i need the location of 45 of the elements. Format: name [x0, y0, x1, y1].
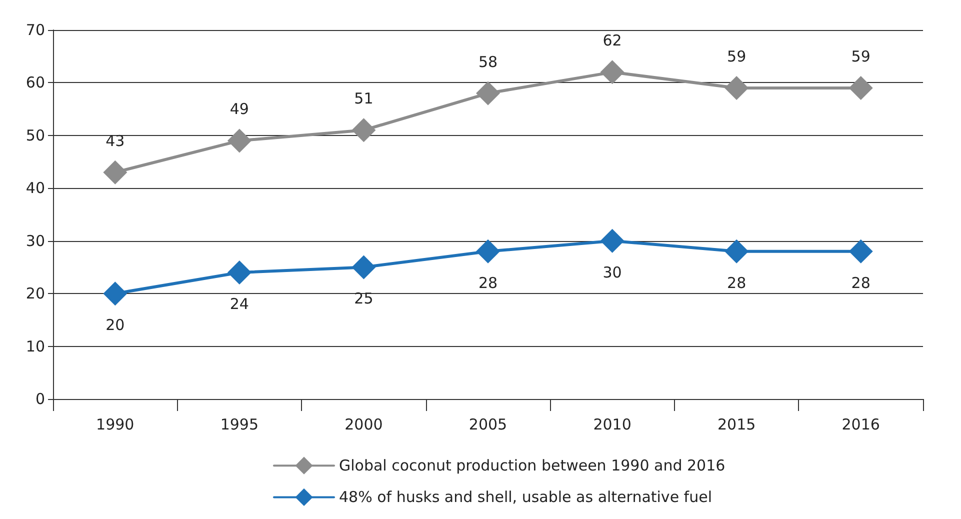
- data-label: 28: [851, 274, 870, 292]
- data-label: 28: [727, 274, 746, 292]
- x-tick-label: 2015: [717, 416, 756, 434]
- data-label: 51: [354, 90, 374, 108]
- x-tick-label: 2016: [842, 416, 880, 434]
- point: [600, 60, 624, 84]
- x-tick-label: 1990: [96, 416, 134, 434]
- data-label: 59: [851, 47, 870, 66]
- data-label: 24: [230, 294, 249, 313]
- x-tick-label: 2005: [468, 416, 508, 434]
- point: [476, 81, 500, 106]
- point: [227, 260, 252, 284]
- point: [352, 255, 376, 280]
- point: [227, 128, 252, 153]
- data-label: 62: [602, 32, 622, 50]
- y-tick-label: 50: [26, 126, 45, 144]
- point: [724, 76, 749, 100]
- data-label: 25: [354, 290, 374, 308]
- y-tick-label: 20: [26, 284, 45, 303]
- y-tick-label: 30: [26, 232, 45, 250]
- data-label: 30: [602, 263, 622, 282]
- y-tick-label: 60: [26, 74, 45, 92]
- data-label: 20: [106, 316, 125, 334]
- y-tick-label: 40: [26, 179, 45, 198]
- y-tick-label: 10: [26, 337, 45, 356]
- x-tick-label: 2000: [344, 416, 383, 434]
- point: [352, 118, 376, 142]
- point: [848, 239, 873, 264]
- point: [103, 160, 128, 184]
- data-label: 59: [727, 47, 746, 66]
- data-label: 28: [478, 274, 498, 292]
- x-tick-label: 2010: [593, 416, 632, 434]
- y-tick-label: 70: [26, 21, 45, 39]
- point: [600, 228, 624, 253]
- x-tick-label: 1995: [220, 416, 259, 434]
- legend-label: 48% of husks and shell, usable as alternative fuel: [339, 488, 712, 506]
- y-tick-label: 0: [35, 390, 45, 408]
- data-label: 58: [478, 52, 498, 71]
- point: [724, 239, 749, 264]
- legend-label: Global coconut production between 1990 and 2016: [339, 456, 726, 475]
- data-label: 49: [230, 100, 249, 118]
- data-label: 43: [106, 132, 125, 150]
- point: [103, 282, 128, 306]
- point: [848, 76, 873, 100]
- point: [476, 239, 500, 264]
